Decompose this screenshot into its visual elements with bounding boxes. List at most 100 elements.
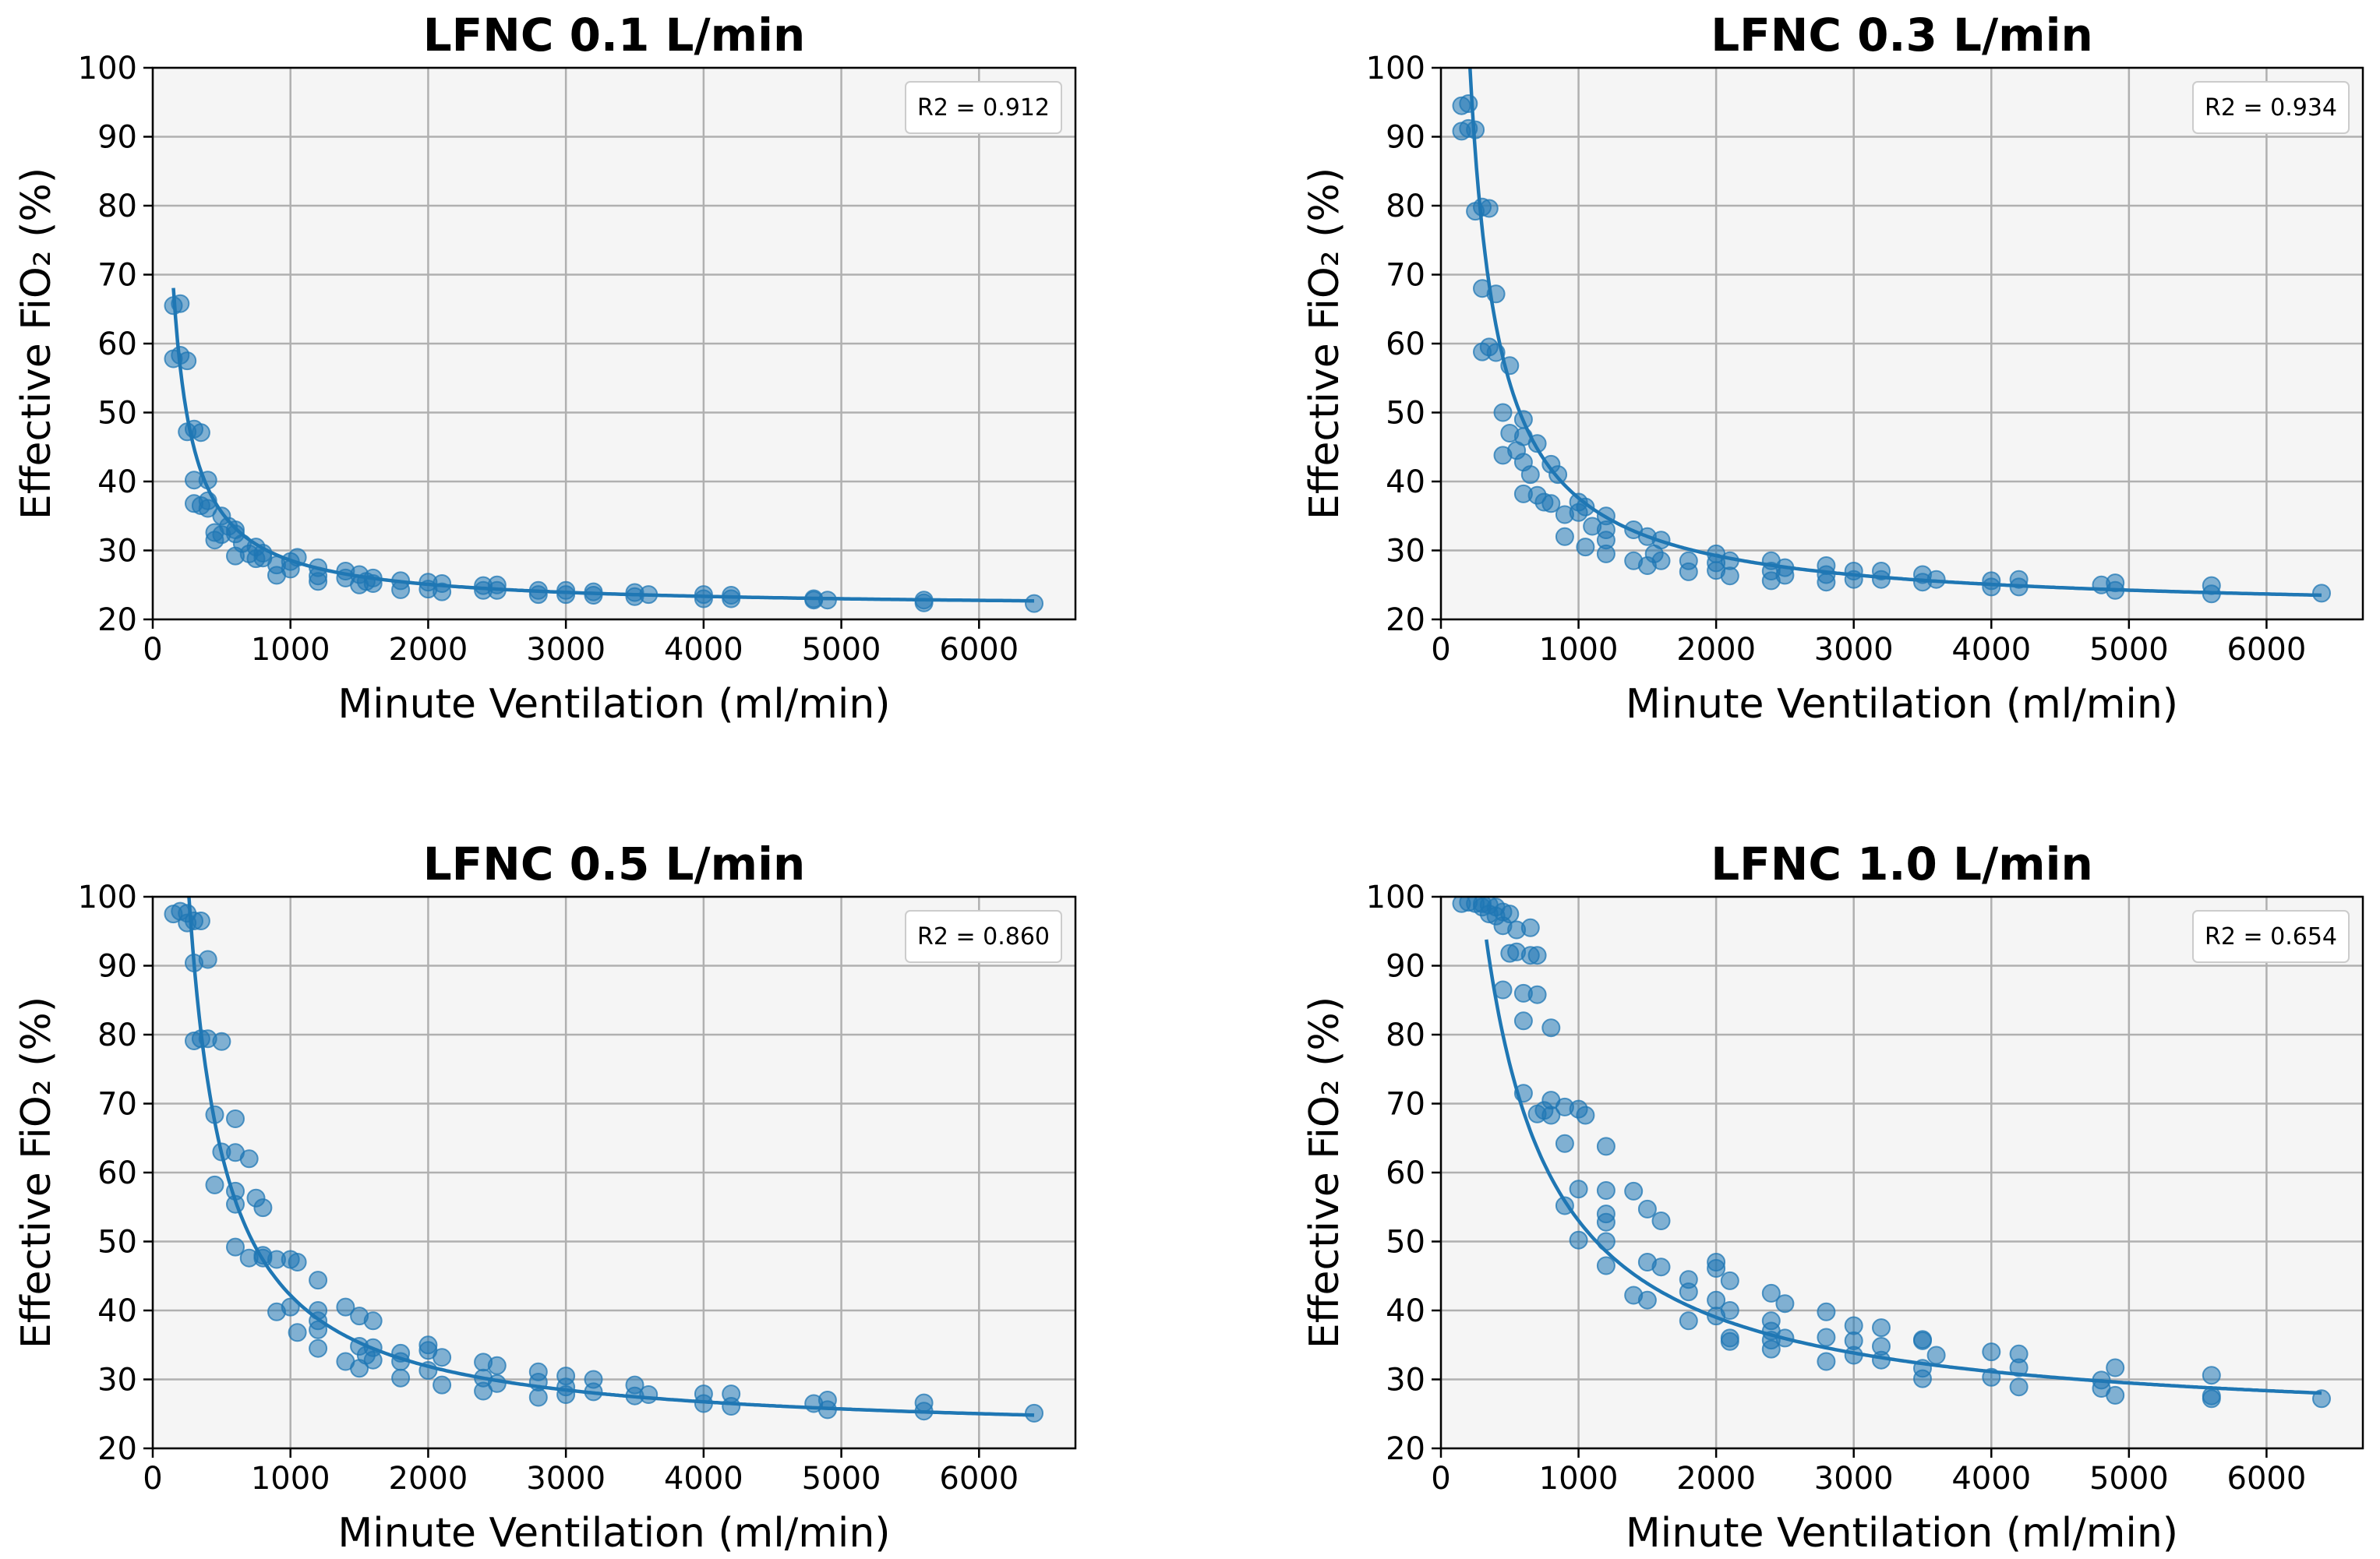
y-axis-label: Effective FiO₂ (%) [13, 168, 60, 520]
y-tick-label: 60 [1386, 326, 1425, 362]
data-point [1513, 1011, 1533, 1031]
data-point [288, 1253, 307, 1272]
data-point [1982, 577, 2001, 597]
x-tick-label: 1000 [251, 1461, 330, 1497]
y-tick-label: 60 [97, 1155, 137, 1191]
y-tick-label: 90 [1386, 949, 1425, 985]
y-tick-label: 40 [97, 1293, 137, 1329]
data-point [212, 1032, 231, 1051]
scatter-points [1452, 897, 2331, 1409]
data-point [191, 912, 210, 930]
data-point [198, 950, 217, 969]
data-point [253, 1198, 273, 1218]
y-tick-label: 90 [97, 949, 137, 985]
y-tick-label: 90 [97, 120, 137, 156]
y-tick-label: 40 [97, 464, 137, 500]
r2-legend-text: R2 = 0.860 [917, 923, 1050, 951]
x-tick-label: 4000 [664, 1461, 743, 1497]
x-tick-label: 5000 [2089, 632, 2169, 668]
data-point [1541, 494, 1561, 513]
y-tick-label: 30 [1386, 1363, 1425, 1399]
y-tick-label: 100 [1366, 880, 1425, 915]
data-point [1637, 1199, 1657, 1219]
y-tick-label: 100 [78, 51, 137, 86]
x-tick-label: 6000 [939, 632, 1019, 668]
y-tick-label: 70 [1386, 258, 1425, 294]
x-tick-label: 3000 [526, 632, 606, 668]
data-point [226, 1237, 245, 1257]
y-tick-label: 80 [97, 1018, 137, 1053]
data-point [1527, 985, 1547, 1004]
data-point [1637, 1290, 1657, 1310]
data-point [1913, 1331, 1932, 1350]
y-axis-label: Effective FiO₂ (%) [1301, 168, 1348, 520]
data-point [556, 585, 576, 605]
data-point [1555, 1134, 1574, 1153]
y-tick-label: 20 [97, 1431, 137, 1467]
data-point [487, 1374, 507, 1393]
data-point [2106, 1385, 2125, 1405]
r2-legend-text: R2 = 0.654 [2205, 923, 2337, 951]
x-tick-label: 0 [1431, 632, 1450, 668]
x-tick-label: 5000 [2089, 1461, 2169, 1497]
y-tick-label: 50 [97, 1225, 137, 1261]
y-tick-label: 50 [1386, 1225, 1425, 1261]
data-point [309, 1320, 328, 1339]
data-point [1479, 199, 1499, 218]
data-point [363, 1350, 383, 1370]
x-tick-label: 1000 [1539, 632, 1619, 668]
x-tick-label: 2000 [1676, 1461, 1756, 1497]
data-point [309, 1339, 328, 1358]
data-point [1520, 465, 1540, 485]
y-tick-label: 80 [1386, 1018, 1425, 1053]
data-point [336, 1297, 355, 1317]
data-point [1493, 403, 1513, 422]
data-point [205, 1175, 224, 1194]
x-tick-label: 4000 [664, 632, 743, 668]
y-tick-label: 50 [97, 396, 137, 432]
data-point [309, 572, 328, 591]
data-point [528, 585, 548, 605]
data-point [722, 1397, 741, 1416]
y-tick-label: 100 [1366, 51, 1425, 86]
x-tick-label: 5000 [802, 1461, 881, 1497]
r2-legend-box [905, 81, 1062, 134]
data-point [1569, 1180, 1588, 1199]
x-axis-label: Minute Ventilation (ml/min) [337, 681, 890, 728]
data-point [1761, 1283, 1781, 1303]
data-point [1720, 1301, 1739, 1320]
data-point [288, 1323, 307, 1342]
data-point [1624, 1181, 1644, 1201]
x-axis-label: Minute Ventilation (ml/min) [1626, 1510, 2178, 1557]
data-point [528, 1388, 548, 1407]
data-point [1596, 1137, 1616, 1156]
data-point [1679, 1311, 1698, 1331]
data-point [1720, 1331, 1739, 1351]
y-tick-label: 30 [1386, 534, 1425, 570]
data-point [433, 1348, 452, 1367]
y-tick-label: 20 [97, 602, 137, 638]
x-tick-label: 6000 [2227, 1461, 2307, 1497]
data-point [1576, 1106, 1595, 1125]
y-axis-label: Effective FiO₂ (%) [1301, 996, 1348, 1349]
data-point [1541, 1106, 1561, 1125]
x-tick-label: 1000 [251, 632, 330, 668]
data-point [2202, 1389, 2221, 1409]
y-tick-label: 40 [1386, 1293, 1425, 1329]
y-axis-label: Effective FiO₂ (%) [13, 996, 60, 1349]
x-tick-label: 4000 [1951, 1461, 2031, 1497]
chart-title: LFNC 0.5 L/min [423, 838, 806, 891]
data-point [1459, 94, 1478, 113]
data-point [363, 1311, 383, 1331]
data-point [1651, 1212, 1671, 1230]
chart-title: LFNC 0.3 L/min [1711, 9, 2093, 62]
x-axis-label: Minute Ventilation (ml/min) [337, 1510, 890, 1557]
r2-legend-box [2192, 81, 2350, 134]
data-point [391, 1368, 411, 1388]
chart-panel: 0 1000 2000 3000 4000 5000 6000 20 30 40 50 60 70 80 9… [1301, 9, 2364, 728]
scatter-points [164, 901, 1043, 1423]
chart-panel: 0 1000 2000 3000 4000 5000 6000 20 30 40 50 60 70 80 9… [1301, 838, 2364, 1557]
data-point [1761, 1339, 1781, 1359]
data-point [1596, 1256, 1616, 1275]
